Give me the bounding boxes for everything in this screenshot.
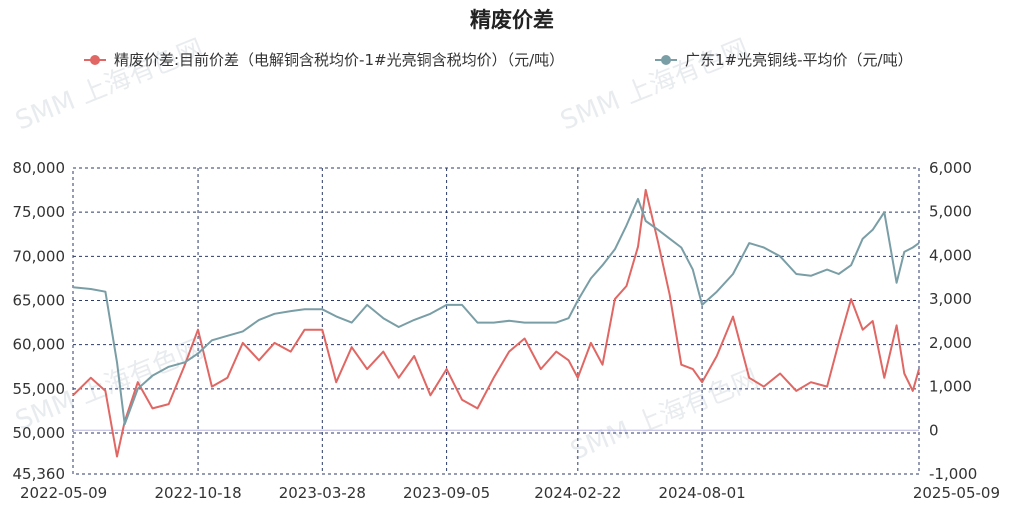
- plot-frame: [72, 167, 920, 475]
- y-right-tick-label: -1,000: [929, 465, 977, 483]
- y-left-tick-label: 60,000: [13, 336, 66, 354]
- y-left-tick-label: 80,000: [13, 159, 66, 177]
- series-layer: [72, 188, 920, 458]
- legend-label-series-1: 精废价差:目前价差（电解铜含税均价-1#光亮铜含税均价）（元/吨）: [114, 51, 564, 69]
- x-tick-label: 2023-09-05: [403, 484, 490, 502]
- x-tick-label: 2025-05-09: [913, 484, 1000, 502]
- legend-marker-series-1: [90, 55, 100, 65]
- x-tick-label: 2024-08-01: [659, 484, 746, 502]
- series-line-1: [72, 188, 920, 458]
- watermark-1: SMM 上海有色网: [11, 34, 207, 137]
- y-left-tick-label: 70,000: [13, 247, 66, 265]
- y-right-tick-label: 2,000: [929, 334, 972, 352]
- y-left-tick-label: 65,000: [13, 292, 66, 310]
- x-tick-label: 2022-05-09: [20, 484, 107, 502]
- y-left-tick-label: 45,360: [13, 465, 66, 483]
- axes: 80,000 75,000 70,000 65,000 60,000 55,000 50,0…: [13, 159, 1001, 502]
- chart-title: 精废价差: [470, 8, 554, 32]
- legend-label-series-2: 广东1#光亮铜线-平均价（元/吨）: [685, 51, 913, 69]
- series-line-2: [72, 197, 920, 426]
- y-right-tick-label: 5,000: [929, 203, 972, 221]
- watermark-group: SMM 上海有色网 SMM 上海有色网 SMM 上海有色网 SMM 上海有色网: [11, 34, 762, 467]
- legend-marker-series-2: [661, 55, 671, 65]
- x-tick-label: 2024-02-22: [534, 484, 621, 502]
- y-left-tick-label: 55,000: [13, 380, 66, 398]
- y-right-tick-label: 4,000: [929, 246, 972, 264]
- watermark-4: SMM 上海有色网: [566, 364, 762, 467]
- y-right-tick-label: 1,000: [929, 378, 972, 396]
- watermark-2: SMM 上海有色网: [556, 34, 752, 137]
- x-tick-label: 2023-03-28: [279, 484, 366, 502]
- grid: [72, 167, 920, 475]
- y-right-tick-label: 0: [929, 421, 939, 439]
- y-left-tick-label: 50,000: [13, 424, 66, 442]
- x-tick-label: 2022-10-18: [154, 484, 241, 502]
- y-right-tick-label: 6,000: [929, 159, 972, 177]
- legend: 精废价差:目前价差（电解铜含税均价-1#光亮铜含税均价）（元/吨） 广东1#光亮…: [84, 51, 913, 69]
- y-right-tick-label: 3,000: [929, 290, 972, 308]
- y-left-tick-label: 75,000: [13, 203, 66, 221]
